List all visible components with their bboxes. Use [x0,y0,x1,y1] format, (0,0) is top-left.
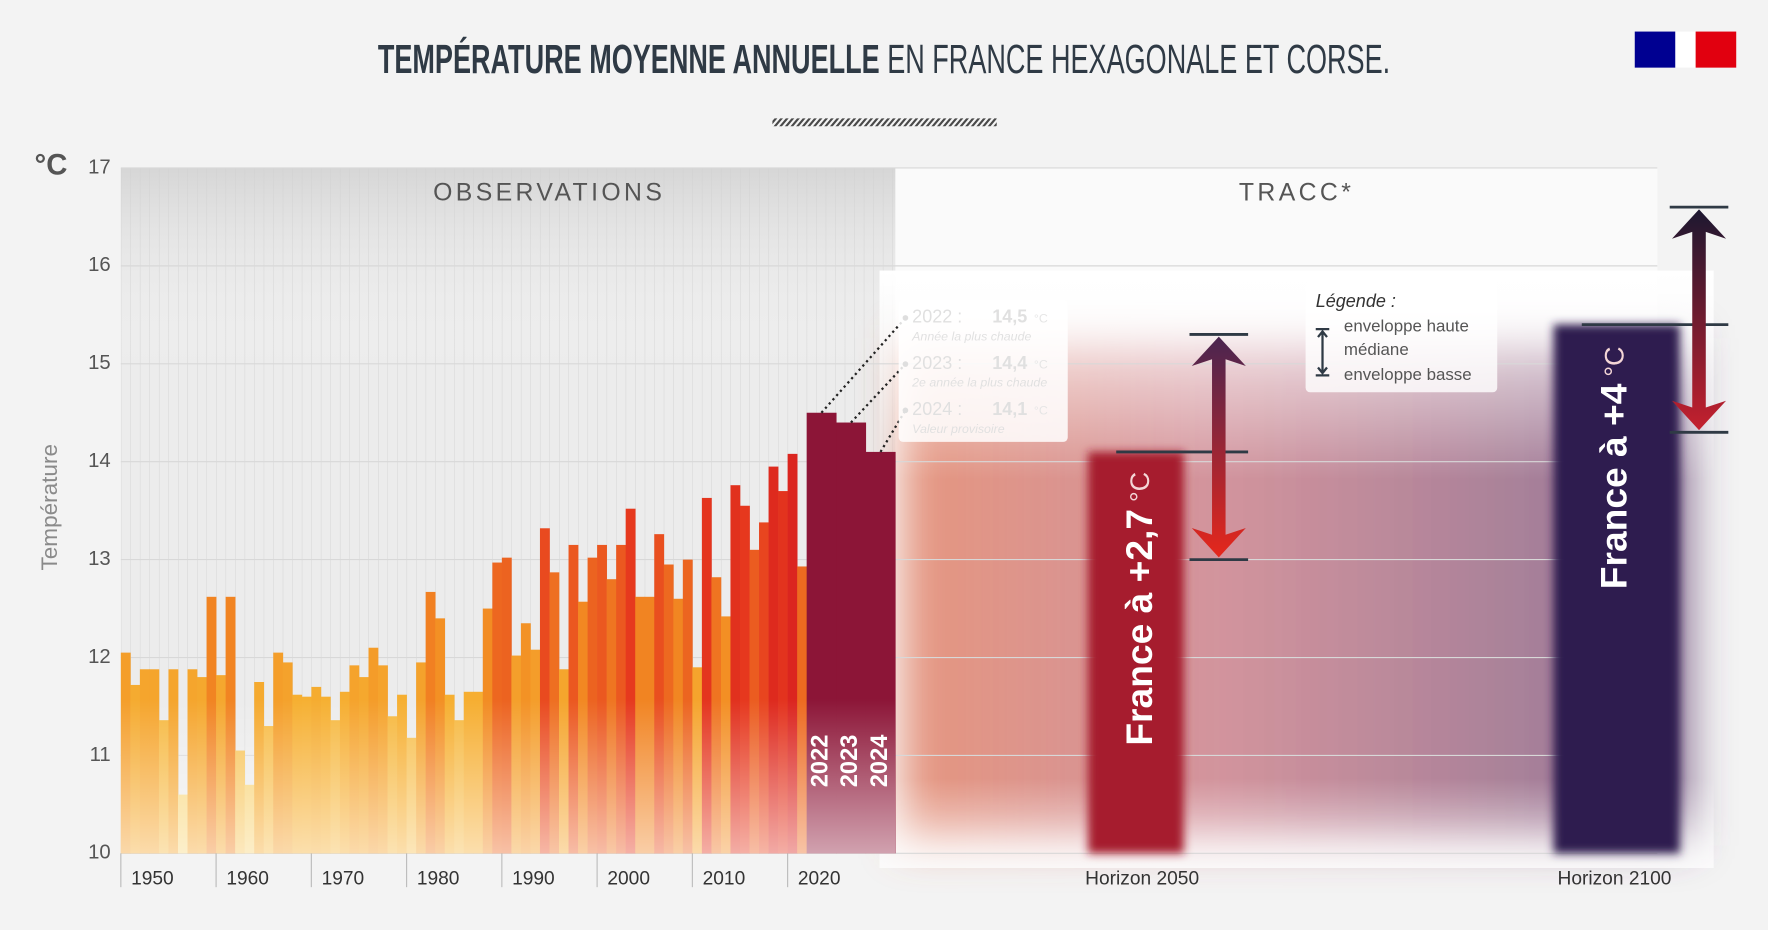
legend: Légende : enveloppe haute médiane envelo… [1305,281,1498,393]
logo [1634,31,1737,68]
x-tick-label: 1990 [512,868,555,889]
bar [730,485,741,854]
title-rest: EN FRANCE HEXAGONALE ET CORSE. [880,36,1390,82]
logo-red [1695,31,1737,68]
bar [625,508,636,854]
projection-median-bar [1088,451,1184,854]
y-tick-label: 16 [88,254,111,276]
projection-label-text: France à +4 [1593,383,1635,589]
projection-median-bar [1553,324,1680,854]
projection-label: France à +4 °C [1593,346,1635,589]
x-tick-label: Horizon 2100 [1557,868,1671,889]
y-tick-label: 12 [88,646,111,668]
title-underline [772,118,997,127]
annotation-leader [850,363,907,424]
region-label: TRACC* [1239,179,1354,206]
title-bold: TEMPÉRATURE MOYENNE ANNUELLE [378,36,880,82]
y-tick-label: 15 [88,352,111,374]
x-tick-label: 2010 [703,868,746,889]
region-label: OBSERVATIONS [433,179,665,206]
bar [739,505,750,854]
unit-label: °C [35,149,68,182]
projections: France à +2,7 °C France à +4 °C [1088,205,1729,854]
legend-panel [1305,281,1498,393]
bar [654,534,665,854]
bar-year-label: 2024 [867,734,893,787]
legend-icon [1315,328,1330,377]
bar [778,491,788,854]
logo-blue [1634,31,1676,68]
bar-fade [120,698,896,854]
y-tick-label: 10 [88,842,111,864]
annotation-panel [898,299,1068,442]
legend-item: médiane [1344,340,1409,359]
x-tick-label: 1950 [131,868,174,889]
x-tick-label: 1980 [417,868,460,889]
legend-item: enveloppe haute [1344,316,1469,335]
bar [539,528,550,854]
projection-label-unit: °C [1600,346,1630,376]
y-axis-label: Température [37,444,62,570]
bar [768,466,779,854]
y-tick-label: 17 [88,156,111,178]
annotation-box [898,299,1068,442]
projection-label: France à +2,7 °C [1118,472,1160,746]
x-tick-label: Horizon 2050 [1085,868,1199,889]
bar [787,453,798,854]
bar-year-label: 2022 [808,735,834,788]
bar [759,522,769,854]
projection-label-unit: °C [1125,472,1155,502]
legend-title: Légende : [1316,291,1396,311]
annotation-leader [820,317,907,414]
x-tick-label: 2020 [798,868,841,889]
logo-white [1675,31,1696,68]
chart-title: TEMPÉRATURE MOYENNE ANNUELLE EN FRANCE H… [378,36,1390,82]
y-tick-label: 11 [90,744,111,766]
y-tick-label: 13 [88,548,111,570]
x-tick-label: 1960 [226,868,269,889]
y-tick-label: 14 [88,450,111,472]
projection-label-text: France à +2,7 [1118,509,1160,746]
legend-item: enveloppe basse [1344,365,1472,384]
bar [701,497,712,854]
x-tick-label: 2000 [607,868,650,889]
envelope-arrow [1671,209,1727,431]
envelope-arrow [1191,336,1246,558]
bar-year-label: 2023 [837,735,863,788]
x-tick-label: 1970 [322,868,365,889]
